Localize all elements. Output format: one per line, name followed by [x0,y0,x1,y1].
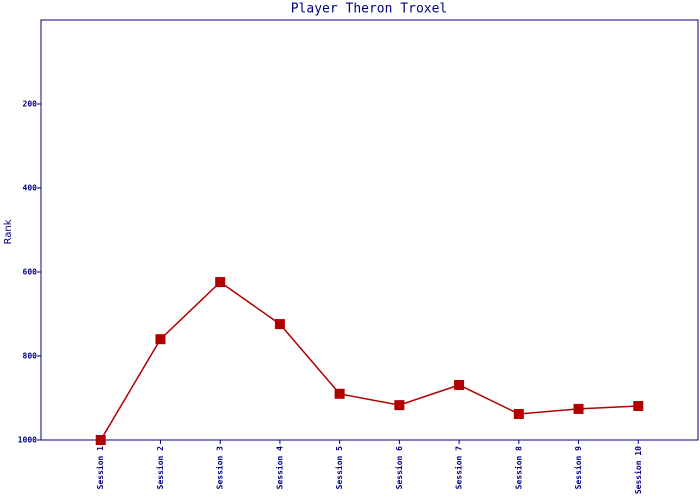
y-tick-label: 600 [23,268,38,277]
data-point [454,379,465,390]
data-point [633,400,644,411]
x-tick-label: Session 3 [215,446,225,490]
data-point [334,388,345,399]
data-point [215,277,226,288]
data-point [573,403,584,414]
x-tick-label: Session 10 [633,446,643,494]
data-point [394,400,405,411]
data-point [95,435,106,445]
plot-frame [40,19,699,441]
data-line [100,281,639,441]
x-tick-label: Session 9 [573,446,583,490]
x-tick-label: Session 4 [274,446,284,490]
x-tick-label: Session 1 [95,446,105,490]
x-tick-label: Session 7 [454,446,464,490]
data-point [513,408,524,419]
y-tick-label: 1000 [18,436,37,445]
data-point [274,319,285,330]
x-tick-label: Session 2 [155,446,165,490]
data-point [155,334,166,345]
y-axis-label: Rank [3,219,14,244]
chart-title: Player Theron Troxel [291,2,448,17]
x-tick-label: Session 5 [334,446,344,490]
x-tick-label: Session 6 [394,446,404,490]
y-tick-label: 200 [23,100,38,109]
y-tick-label: 400 [23,184,38,193]
x-tick-label: Session 8 [513,446,523,490]
y-tick-label: 800 [23,352,38,361]
